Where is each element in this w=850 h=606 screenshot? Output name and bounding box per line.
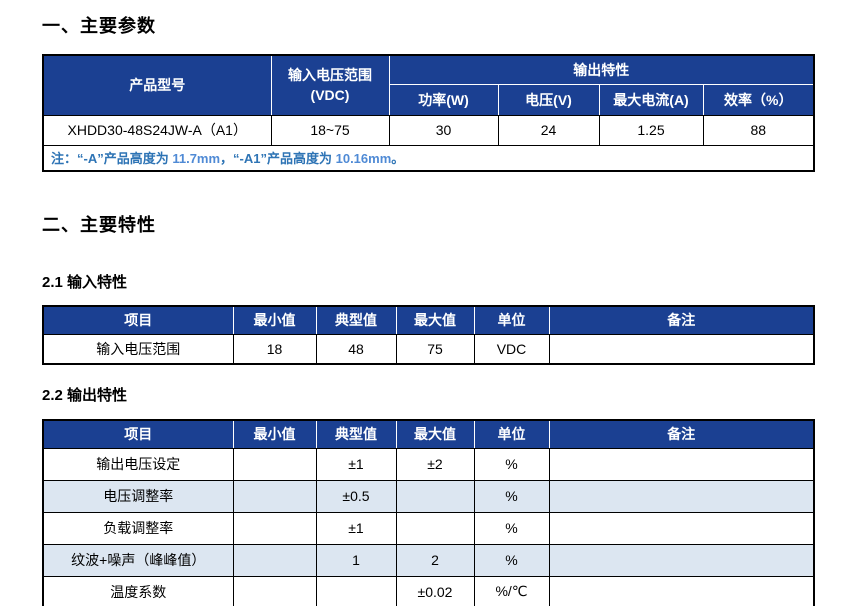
cell-min xyxy=(232,543,317,577)
cell-item: 输入电压范围 xyxy=(42,333,234,365)
table-row: 项目 最小值 典型值 最大值 单位 备注 xyxy=(42,419,815,449)
cell-max-current: 1.25 xyxy=(598,114,704,146)
cell-item: 温度系数 xyxy=(42,575,234,606)
col-header-power: 功率(W) xyxy=(388,83,499,116)
table-row: 负载调整率 ±1 % xyxy=(42,511,815,545)
col-header-input-voltage: 输入电压范围 (VDC) xyxy=(270,54,390,116)
cell-unit: %/℃ xyxy=(473,575,550,606)
cell-min xyxy=(232,447,317,481)
cell-item: 电压调整率 xyxy=(42,479,234,513)
col-header-typ: 典型值 xyxy=(315,305,397,335)
col-header-min: 最小值 xyxy=(232,305,317,335)
cell-max xyxy=(395,511,475,545)
col-header-remark: 备注 xyxy=(548,305,815,335)
cell-min xyxy=(232,479,317,513)
col-header-max-current: 最大电流(A) xyxy=(598,83,704,116)
cell-input-range: 18~75 xyxy=(270,114,390,146)
col-header-output-characteristics: 输出特性 xyxy=(388,54,815,85)
cell-typ: ±1 xyxy=(315,447,397,481)
cell-typ: ±1 xyxy=(315,511,397,545)
cell-remark xyxy=(548,333,815,365)
cell-remark xyxy=(548,575,815,606)
cell-max: 75 xyxy=(395,333,475,365)
subsection-title-input-characteristics: 2.1 输入特性 xyxy=(42,274,128,291)
note-value-2: 10.16mm xyxy=(335,151,392,167)
product-height-note: 注：“-A”产品高度为 11.7mm，“-A1”产品高度为 10.16mm。 xyxy=(42,144,815,172)
col-header-unit: 单位 xyxy=(473,305,550,335)
section-title-main-parameters: 一、主要参数 xyxy=(42,16,156,36)
col-header-remark: 备注 xyxy=(548,419,815,449)
cell-item: 负载调整率 xyxy=(42,511,234,545)
cell-product-model: XHDD30-48S24JW-A（A1） xyxy=(42,114,272,146)
cell-unit: % xyxy=(473,543,550,577)
table-row: 电压调整率 ±0.5 % xyxy=(42,479,815,513)
cell-unit: VDC xyxy=(473,333,550,365)
col-header-min: 最小值 xyxy=(232,419,317,449)
note-row: 注：“-A”产品高度为 11.7mm，“-A1”产品高度为 10.16mm。 xyxy=(42,144,815,172)
col-header-item: 项目 xyxy=(42,419,234,449)
section-title-main-characteristics: 二、主要特性 xyxy=(42,215,156,235)
cell-max: ±2 xyxy=(395,447,475,481)
input-voltage-label-line2: (VDC) xyxy=(310,87,350,104)
cell-min xyxy=(232,511,317,545)
main-params-table: 产品型号 输入电压范围 (VDC) 输出特性 功率(W) 电压(V) 最大电流(… xyxy=(42,54,815,172)
cell-unit: % xyxy=(473,511,550,545)
cell-max: 2 xyxy=(395,543,475,577)
col-header-max: 最大值 xyxy=(395,305,475,335)
cell-item: 输出电压设定 xyxy=(42,447,234,481)
cell-efficiency: 88 xyxy=(702,114,815,146)
cell-typ: 1 xyxy=(315,543,397,577)
cell-min: 18 xyxy=(232,333,317,365)
note-value-1: 11.7mm xyxy=(172,151,221,167)
cell-max xyxy=(395,479,475,513)
cell-voltage: 24 xyxy=(497,114,600,146)
output-characteristics-table: 项目 最小值 典型值 最大值 单位 备注 输出电压设定 ±1 ±2 % 电压调整… xyxy=(42,419,815,606)
cell-power: 30 xyxy=(388,114,499,146)
col-header-unit: 单位 xyxy=(473,419,550,449)
input-voltage-label-line1: 输入电压范围 xyxy=(288,66,372,83)
note-text-prefix: 注：“-A”产品高度为 xyxy=(51,151,173,167)
cell-unit: % xyxy=(473,479,550,513)
table-row: 功率(W) 电压(V) 最大电流(A) 效率（%） xyxy=(43,83,815,116)
table-row: 产品型号 输入电压范围 (VDC) 输出特性 xyxy=(42,54,815,116)
table-row: 输入电压范围 18 48 75 VDC xyxy=(42,333,815,365)
table-row: 输出电压设定 ±1 ±2 % xyxy=(42,447,815,481)
col-header-typ: 典型值 xyxy=(315,419,397,449)
cell-remark xyxy=(548,511,815,545)
subsection-title-output-characteristics: 2.2 输出特性 xyxy=(42,387,128,404)
cell-typ xyxy=(315,575,397,606)
cell-min xyxy=(232,575,317,606)
cell-max: ±0.02 xyxy=(395,575,475,606)
table-row: 项目 最小值 典型值 最大值 单位 备注 xyxy=(42,305,815,335)
col-header-product-model: 产品型号 xyxy=(42,54,272,116)
col-header-max: 最大值 xyxy=(395,419,475,449)
col-header-item: 项目 xyxy=(42,305,234,335)
col-header-voltage: 电压(V) xyxy=(497,83,600,116)
input-characteristics-table: 项目 最小值 典型值 最大值 单位 备注 输入电压范围 18 48 75 VDC xyxy=(42,305,815,365)
note-text-mid: ，“-A1”产品高度为 xyxy=(220,151,336,167)
cell-item: 纹波+噪声（峰峰值） xyxy=(42,543,234,577)
cell-unit: % xyxy=(473,447,550,481)
col-header-efficiency: 效率（%） xyxy=(702,83,815,116)
note-text-suffix: 。 xyxy=(391,151,405,167)
cell-remark xyxy=(548,543,815,577)
cell-remark xyxy=(548,479,815,513)
cell-typ: ±0.5 xyxy=(315,479,397,513)
cell-typ: 48 xyxy=(315,333,397,365)
table-row: XHDD30-48S24JW-A（A1） 18~75 30 24 1.25 88 xyxy=(42,114,815,146)
table-row: 纹波+噪声（峰峰值） 1 2 % xyxy=(42,543,815,577)
table-row: 温度系数 ±0.02 %/℃ xyxy=(42,575,815,606)
cell-remark xyxy=(548,447,815,481)
